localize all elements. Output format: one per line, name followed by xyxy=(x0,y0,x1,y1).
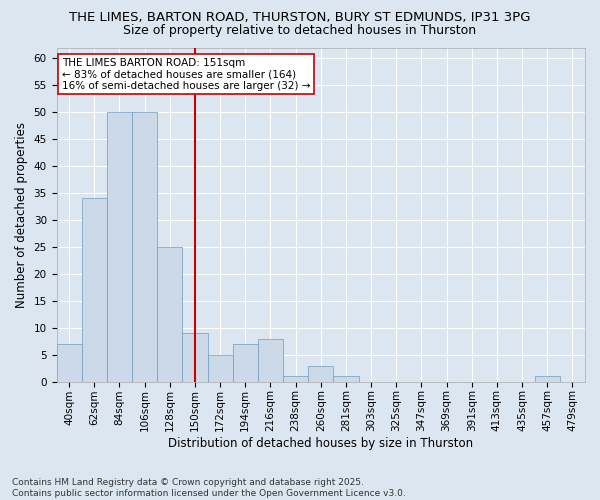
Bar xyxy=(334,376,359,382)
Text: THE LIMES, BARTON ROAD, THURSTON, BURY ST EDMUNDS, IP31 3PG: THE LIMES, BARTON ROAD, THURSTON, BURY S… xyxy=(69,12,531,24)
Bar xyxy=(182,333,208,382)
X-axis label: Distribution of detached houses by size in Thurston: Distribution of detached houses by size … xyxy=(168,437,473,450)
Text: Contains HM Land Registry data © Crown copyright and database right 2025.
Contai: Contains HM Land Registry data © Crown c… xyxy=(12,478,406,498)
Bar xyxy=(82,198,107,382)
Text: Size of property relative to detached houses in Thurston: Size of property relative to detached ho… xyxy=(124,24,476,37)
Bar xyxy=(233,344,258,382)
Bar xyxy=(535,376,560,382)
Bar xyxy=(132,112,157,382)
Bar xyxy=(283,376,308,382)
Bar xyxy=(107,112,132,382)
Bar xyxy=(308,366,334,382)
Bar xyxy=(157,247,182,382)
Y-axis label: Number of detached properties: Number of detached properties xyxy=(15,122,28,308)
Bar xyxy=(208,354,233,382)
Bar xyxy=(258,338,283,382)
Text: THE LIMES BARTON ROAD: 151sqm
← 83% of detached houses are smaller (164)
16% of : THE LIMES BARTON ROAD: 151sqm ← 83% of d… xyxy=(62,58,310,90)
Bar xyxy=(56,344,82,382)
